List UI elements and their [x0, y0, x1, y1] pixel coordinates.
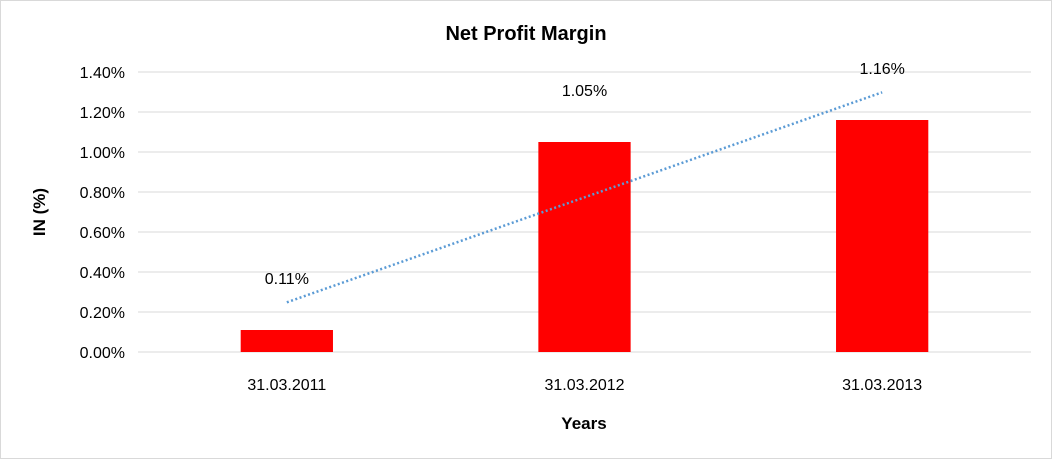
y-tick-label: 0.80% [80, 185, 125, 202]
y-tick-label: 0.60% [80, 225, 125, 242]
y-tick-label: 0.00% [80, 345, 125, 362]
bar [836, 120, 929, 352]
x-axis-title: Years [561, 414, 606, 433]
y-axis-title: IN (%) [30, 188, 49, 236]
y-tick-label: 0.40% [80, 265, 125, 282]
x-tick-label: 31.03.2013 [842, 377, 922, 394]
y-tick-label: 1.00% [80, 145, 125, 162]
y-tick-label: 1.40% [80, 65, 125, 82]
data-label: 0.11% [265, 271, 309, 288]
data-label: 1.16% [859, 61, 904, 78]
bar [538, 142, 631, 352]
bar [240, 330, 333, 352]
trendline-group [286, 91, 883, 304]
chart-title: Net Profit Margin [445, 23, 606, 45]
x-tick-label: 31.03.2011 [247, 377, 326, 394]
y-tick-label: 0.20% [80, 305, 125, 322]
bars [240, 120, 929, 352]
y-tick-label: 1.20% [80, 105, 125, 122]
trendline [286, 91, 883, 304]
data-label: 1.05% [562, 83, 607, 100]
labels: 0.00% 0.20% 0.40% 0.60% 0.80% 1.00% 1.20% 1.40%… [80, 61, 923, 394]
x-tick-label: 31.03.2012 [544, 377, 624, 394]
